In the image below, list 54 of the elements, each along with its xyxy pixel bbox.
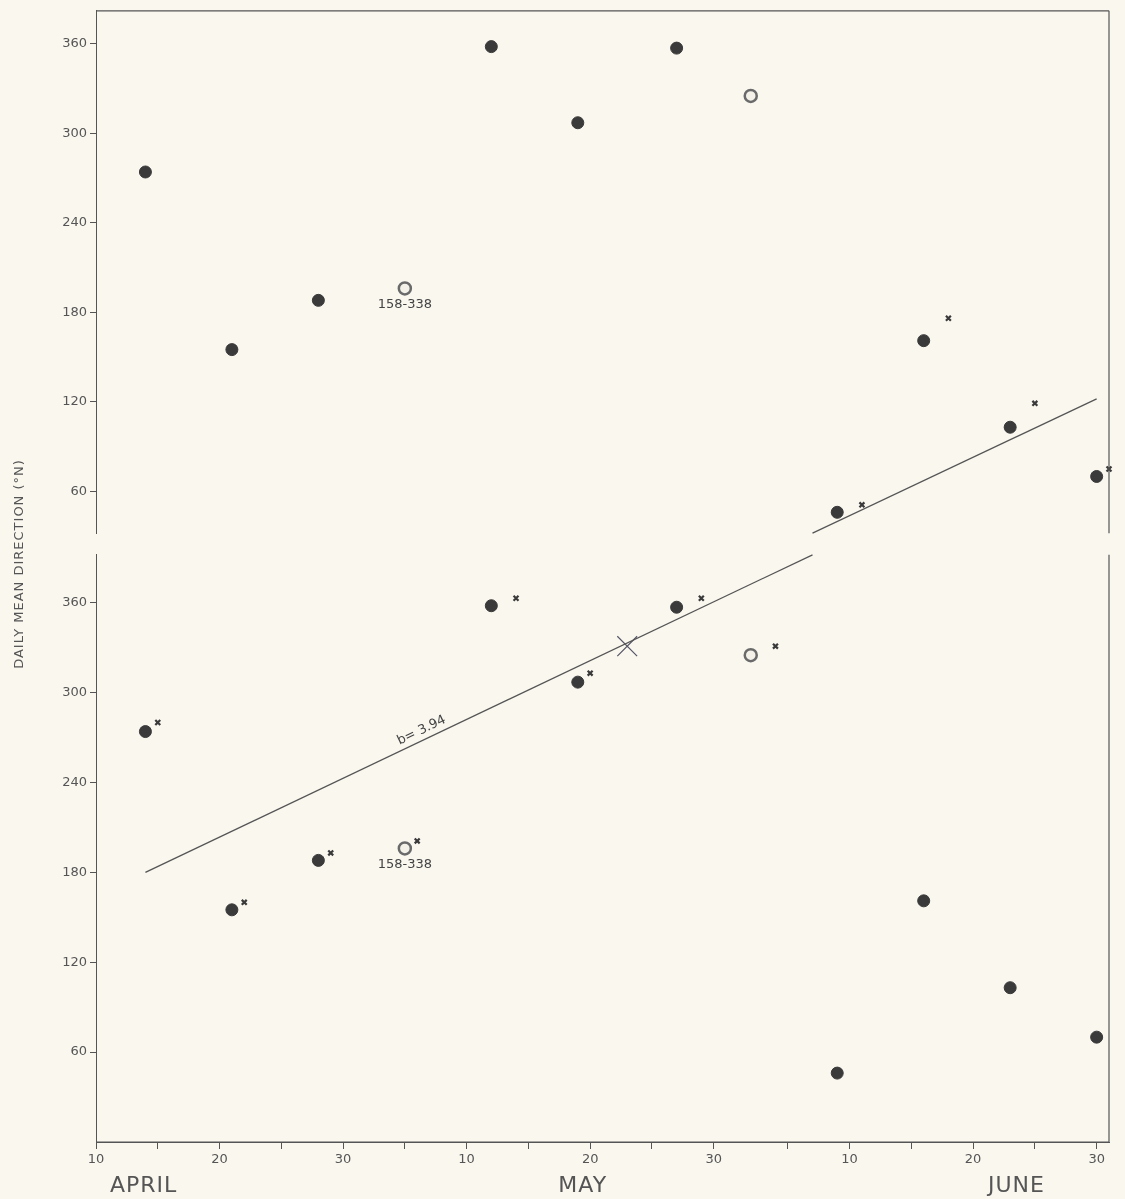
point <box>670 600 684 614</box>
y-tick-label: 300 <box>62 124 87 140</box>
y-tick-label: 120 <box>62 393 87 409</box>
x-tick-label: 10 <box>458 1151 475 1167</box>
point <box>1031 399 1039 407</box>
point <box>743 88 758 104</box>
point <box>571 675 585 689</box>
point <box>311 293 325 307</box>
point <box>616 635 638 657</box>
point <box>1003 981 1017 995</box>
point <box>830 505 844 519</box>
point <box>484 599 498 613</box>
y-tick-label: 300 <box>62 683 87 699</box>
point <box>1090 469 1104 483</box>
point <box>1090 1030 1104 1044</box>
x-tick-label: 20 <box>211 1151 228 1167</box>
point <box>830 1066 844 1080</box>
y-tick-label: 240 <box>62 214 87 230</box>
point <box>311 853 325 867</box>
point <box>571 116 585 130</box>
data-label: 158-338 <box>377 856 433 872</box>
y-tick-label: 120 <box>62 953 87 969</box>
point <box>1003 420 1017 434</box>
point <box>138 725 152 739</box>
y-tick-label: 240 <box>62 773 87 789</box>
y-tick-label: 60 <box>70 482 87 498</box>
x-tick-label: 30 <box>705 1151 722 1167</box>
point <box>917 894 931 908</box>
y-tick-label: 360 <box>62 35 87 51</box>
y-tick-label: 180 <box>62 303 87 319</box>
text: APRIL <box>110 1172 178 1197</box>
x-tick-label: 10 <box>87 1151 105 1167</box>
x-tick-label: 20 <box>581 1151 599 1167</box>
text: MAY <box>558 1172 608 1197</box>
y-tick-label: 180 <box>62 863 87 879</box>
x-tick-label: 20 <box>964 1151 982 1167</box>
y-tick-label: 360 <box>62 594 87 610</box>
x-tick-label: 10 <box>841 1151 858 1167</box>
point <box>397 841 413 856</box>
x-tick-label: 30 <box>334 1151 352 1167</box>
point <box>397 281 413 296</box>
text: JUNE <box>988 1172 1045 1197</box>
point <box>743 647 758 663</box>
point <box>225 903 239 917</box>
point <box>670 41 684 55</box>
x-tick-label: 30 <box>1088 1151 1105 1167</box>
y-tick-label: 60 <box>70 1043 87 1059</box>
point <box>917 334 931 348</box>
point <box>225 343 239 357</box>
point <box>484 40 498 54</box>
data-label: 158-338 <box>377 296 433 312</box>
y-axis-title: DAILY MEAN DIRECTION (°N) <box>10 459 26 669</box>
point <box>138 165 152 179</box>
annotation: b= 3.94 <box>394 711 448 748</box>
